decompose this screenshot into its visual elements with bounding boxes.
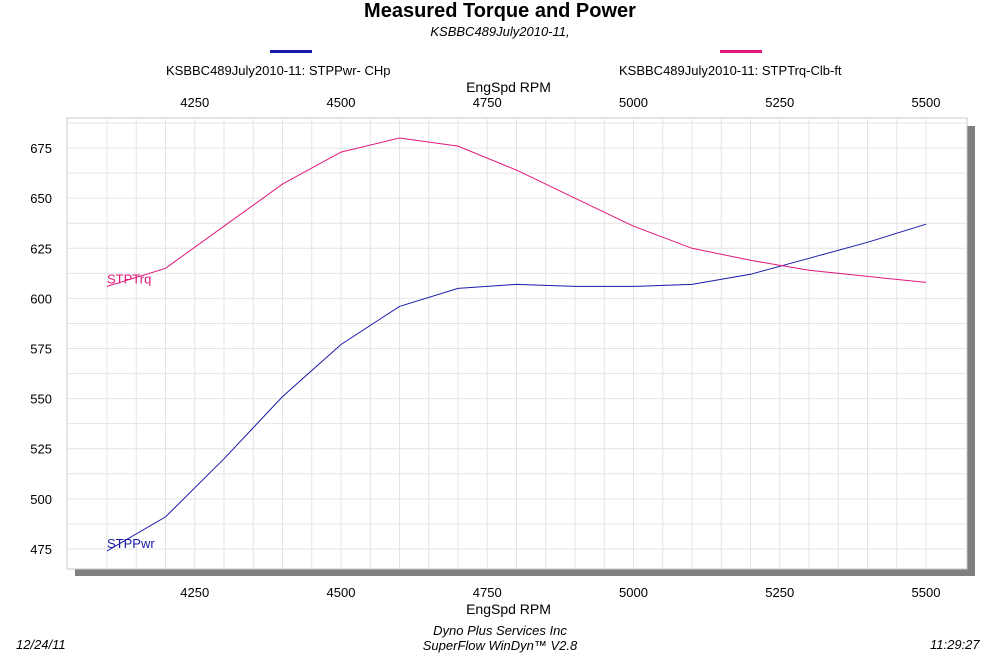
footer-software: SuperFlow WinDyn™ V2.8: [422, 638, 578, 653]
x-tick-label-bottom: 5250: [765, 585, 794, 600]
x-tick-label-bottom: 4750: [473, 585, 502, 600]
y-tick-label: 575: [30, 342, 52, 357]
x-axis-label-bottom: EngSpd RPM: [466, 601, 551, 617]
y-tick-label: 650: [30, 191, 52, 206]
x-tick-label-top: 5000: [619, 95, 648, 110]
y-tick-label: 525: [30, 442, 52, 457]
footer-company: Dyno Plus Services Inc: [433, 623, 567, 638]
legend-label-torque: KSBBC489July2010-11: STPTrq-Clb-ft: [619, 63, 842, 78]
y-tick-label: 625: [30, 241, 52, 256]
x-tick-label-top: 4500: [327, 95, 356, 110]
chart-title: Measured Torque and Power: [364, 0, 636, 22]
torque-series-label: STPTrq: [107, 271, 151, 286]
x-tick-label-top: 5500: [912, 95, 941, 110]
plot-shadow-right: [967, 126, 975, 576]
x-tick-label-top: 4750: [473, 95, 502, 110]
legend-label-power: KSBBC489July2010-11: STPPwr- CHp: [166, 63, 391, 78]
legend-swatch-torque: [720, 50, 762, 53]
chart-subtitle: KSBBC489July2010-11,: [430, 24, 570, 39]
x-tick-label-bottom: 5000: [619, 585, 648, 600]
power-series-line: [106, 223, 927, 552]
power-series-label: STPPwr: [107, 536, 155, 551]
x-tick-label-bottom: 5500: [912, 585, 941, 600]
legend-swatch-power: [270, 50, 312, 53]
y-tick-label: 675: [30, 141, 52, 156]
x-tick-label-top: 5250: [765, 95, 794, 110]
x-axis-label-top: EngSpd RPM: [466, 79, 551, 95]
x-tick-label-bottom: 4250: [180, 585, 209, 600]
torque-series-line: [106, 137, 927, 287]
plot-shadow-bottom: [75, 569, 975, 576]
footer-time: 11:29:27: [930, 637, 980, 652]
x-tick-label-bottom: 4500: [327, 585, 356, 600]
y-tick-label: 500: [30, 492, 52, 507]
y-tick-label: 550: [30, 392, 52, 407]
y-tick-label: 475: [30, 542, 52, 557]
y-tick-label: 600: [30, 291, 52, 306]
footer-date: 12/24/11: [16, 637, 66, 652]
x-tick-label-top: 4250: [180, 95, 209, 110]
